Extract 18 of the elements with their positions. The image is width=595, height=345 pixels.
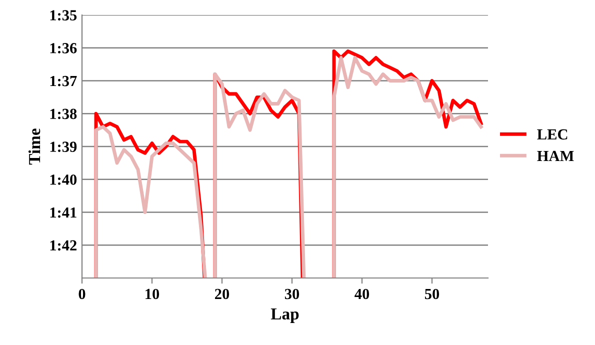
legend-label: HAM [537, 150, 574, 162]
y-tick-label: 1:40 [50, 174, 77, 185]
x-tick-label: 50 [424, 288, 440, 300]
x-tick-label: 10 [146, 288, 160, 300]
y-tick-label: 1:38 [50, 108, 77, 120]
x-tick-label: 0 [78, 288, 86, 300]
y-tick-label: 1:41 [50, 207, 76, 218]
x-tick-label: 30 [284, 288, 300, 300]
y-tick-label: 1:37 [50, 76, 77, 86]
x-tick-label: 20 [215, 288, 230, 300]
y-axis-title: Time [28, 128, 40, 165]
x-axis-title: Lap [270, 308, 299, 323]
x-tick-label: 40 [354, 288, 370, 300]
y-tick-label: 1:35 [50, 10, 77, 21]
legend-label: LEC [537, 129, 568, 140]
y-tick-label: 1:39 [50, 142, 77, 152]
y-tick-label: 1:36 [50, 43, 77, 54]
y-tick-label: 1:42 [50, 240, 76, 251]
